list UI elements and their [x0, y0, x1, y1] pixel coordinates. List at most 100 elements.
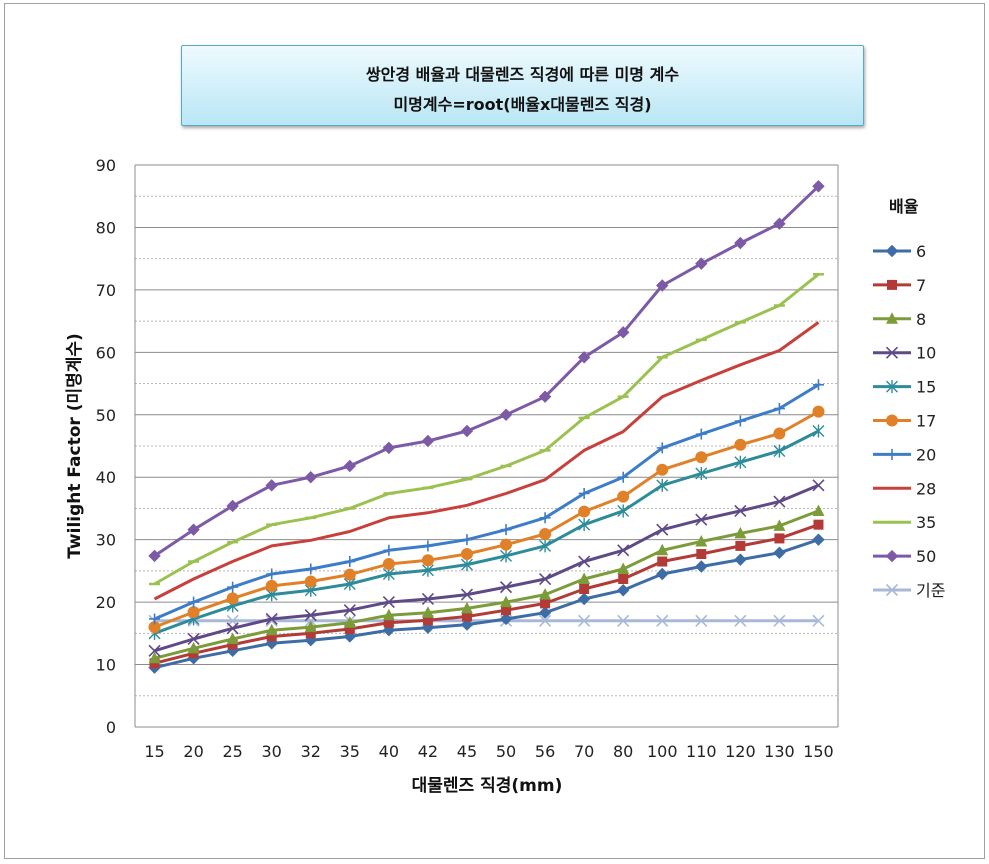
data-point-marker — [265, 623, 278, 636]
legend: 배율 6 7 8 10 15 17 20 28 35 50 기준 — [873, 197, 945, 600]
data-point-marker — [461, 534, 473, 546]
x-tick-label: 35 — [340, 742, 360, 761]
data-point-marker — [773, 546, 786, 559]
data-point-marker — [226, 499, 239, 513]
data-point-marker — [656, 523, 669, 536]
data-point-marker — [813, 519, 824, 530]
data-point-marker — [656, 614, 669, 627]
data-point-marker — [773, 495, 786, 508]
series-35 — [149, 273, 824, 586]
data-point-marker — [734, 455, 747, 469]
y-axis-label: Twilight Factor (미명계수) — [65, 333, 85, 559]
data-point-marker — [887, 279, 897, 290]
x-tick-label: 80 — [613, 742, 633, 761]
data-point-marker — [618, 574, 629, 585]
data-point-marker — [188, 596, 200, 608]
data-point-marker — [734, 526, 747, 539]
data-point-marker — [695, 535, 708, 547]
y-tick-label: 70 — [96, 281, 116, 300]
data-point-marker — [500, 524, 512, 536]
data-point-marker — [383, 617, 394, 628]
data-point-marker — [617, 614, 630, 627]
data-point-marker — [578, 555, 591, 568]
data-point-marker — [886, 448, 898, 460]
series-15 — [148, 424, 825, 640]
legend-label: 35 — [916, 513, 936, 532]
chart-subtitle: 미명계수=root(배율x대물렌즈 직경) — [393, 95, 652, 114]
data-point-marker — [734, 614, 747, 627]
data-point-marker — [578, 505, 591, 518]
series-17 — [148, 405, 825, 634]
data-point-marker — [578, 614, 591, 627]
data-point-marker — [695, 451, 708, 464]
chart-title-box: 쌍안경 배율과 대물렌즈 직경에 따른 미명 계수 미명계수=root(배율x대… — [181, 45, 864, 126]
data-point-marker — [148, 651, 161, 664]
series-50 — [148, 180, 825, 563]
data-point-marker — [734, 236, 747, 250]
data-point-marker — [617, 504, 630, 518]
data-point-marker — [540, 598, 551, 609]
series-line — [153, 410, 820, 629]
data-point-marker — [886, 312, 898, 324]
data-point-marker — [148, 549, 161, 563]
data-point-marker — [734, 438, 747, 451]
data-point-marker — [539, 512, 551, 524]
y-tick-label: 20 — [96, 593, 116, 612]
legend-item: 35 — [873, 513, 936, 532]
data-point-marker — [383, 544, 395, 556]
data-point-marker — [578, 572, 591, 585]
data-point-marker — [266, 631, 277, 642]
data-point-marker — [344, 623, 355, 634]
legend-item: 6 — [873, 242, 926, 261]
data-point-marker — [500, 538, 513, 551]
series-line — [153, 383, 820, 621]
data-point-marker — [265, 579, 278, 592]
data-point-marker — [460, 558, 473, 572]
data-point-marker — [539, 614, 552, 627]
data-point-marker — [226, 632, 239, 644]
series-lines — [148, 180, 825, 674]
x-tick-label: 110 — [686, 742, 717, 761]
data-point-marker — [616, 584, 630, 597]
data-point-marker — [382, 558, 395, 571]
data-point-marker — [886, 414, 898, 427]
data-point-marker — [773, 519, 786, 531]
data-point-marker — [578, 518, 591, 532]
data-point-marker — [773, 614, 786, 627]
legend-item: 15 — [873, 378, 936, 397]
data-point-marker — [421, 592, 434, 606]
data-point-marker — [812, 405, 825, 418]
data-point-marker — [422, 540, 434, 552]
data-point-marker — [538, 606, 552, 619]
data-point-marker — [499, 612, 513, 626]
data-point-marker — [695, 560, 708, 573]
data-point-marker — [695, 513, 708, 526]
data-point-marker — [656, 463, 669, 476]
data-point-marker — [421, 434, 435, 448]
data-point-marker — [539, 539, 552, 553]
x-tick-label: 100 — [647, 742, 678, 761]
series-line — [154, 483, 820, 653]
data-point-marker — [500, 595, 513, 608]
data-point-marker — [656, 279, 669, 292]
series-8 — [148, 504, 825, 664]
data-point-marker — [539, 528, 552, 541]
data-point-marker — [696, 549, 707, 560]
legend-item: 10 — [873, 344, 936, 363]
x-tick-label: 25 — [222, 742, 242, 761]
data-point-marker — [656, 543, 669, 556]
data-point-marker — [734, 553, 747, 566]
data-point-marker — [617, 471, 629, 483]
data-point-marker — [734, 504, 747, 518]
data-point-marker — [265, 479, 278, 492]
legend-label: 6 — [916, 242, 926, 261]
data-point-marker — [539, 572, 552, 586]
data-point-marker — [773, 427, 786, 440]
data-point-marker — [343, 616, 356, 628]
y-tick-label: 90 — [96, 156, 116, 175]
y-tick-label: 40 — [96, 468, 116, 487]
data-point-marker — [695, 466, 708, 480]
data-point-marker — [148, 644, 161, 657]
legend-item: 20 — [873, 445, 936, 464]
